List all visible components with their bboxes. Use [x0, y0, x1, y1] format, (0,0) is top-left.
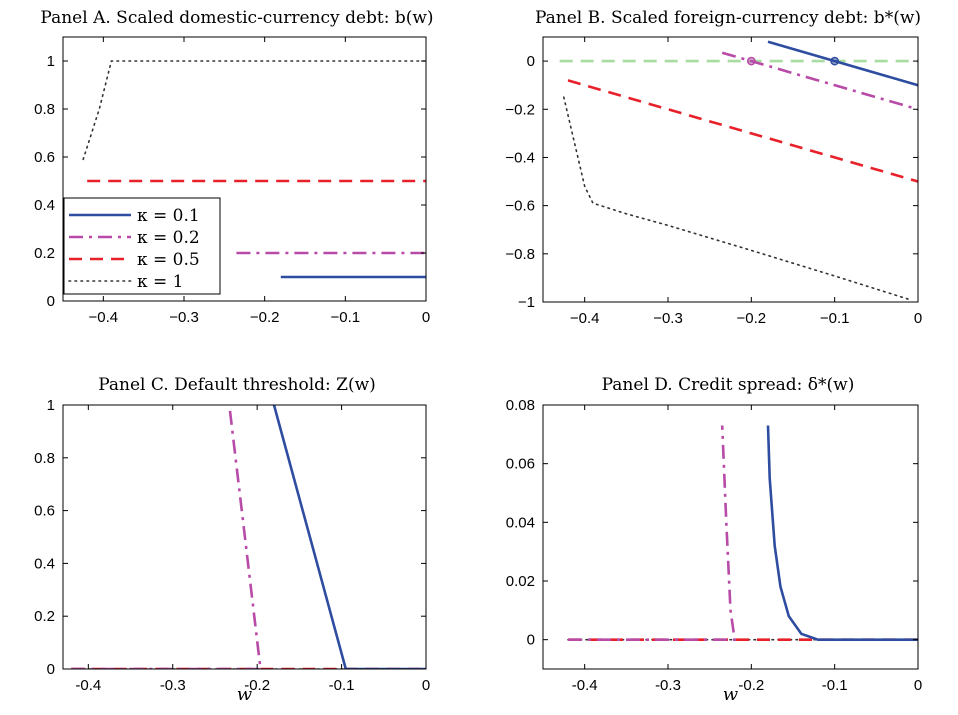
y-tick-label: 0 — [47, 293, 55, 310]
y-tick-label: 0.2 — [34, 245, 55, 262]
y-tick-label: −1 — [518, 294, 535, 311]
panel-title: Panel B. Scaled foreign-currency debt: b… — [535, 8, 921, 28]
x-tick-label: 0 — [422, 309, 430, 326]
legend-label: κ = 0.2 — [137, 228, 200, 248]
legend-label: κ = 1 — [137, 272, 184, 292]
plot-area — [559, 40, 918, 301]
x-tick-label: -0.1 — [822, 677, 848, 694]
y-tick-label: 0.4 — [34, 197, 55, 214]
x-tick-label: -0.3 — [160, 677, 186, 694]
legend-label: κ = 0.1 — [137, 206, 200, 226]
axes-frame — [62, 36, 427, 302]
x-tick-label: -0.2 — [738, 677, 764, 694]
x-tick-label: 0 — [914, 677, 922, 694]
axes-frame — [542, 36, 919, 303]
series-line-kappa-0-2 — [71, 405, 262, 669]
y-tick-label: 0.4 — [34, 555, 55, 572]
legend-label: κ = 0.5 — [137, 250, 200, 270]
series-line-kappa-1 — [562, 96, 911, 301]
y-tick-label: 0.6 — [34, 149, 55, 166]
y-tick-label: 0.06 — [506, 456, 535, 473]
y-tick-label: 0 — [527, 53, 535, 70]
y-tick-label: 0.2 — [34, 608, 55, 625]
y-tick-label: 0.8 — [34, 101, 55, 118]
x-tick-label: −0.1 — [820, 310, 850, 327]
y-tick-label: 0.6 — [34, 503, 55, 520]
x-tick-label: 0 — [914, 310, 922, 327]
axes-frame — [542, 404, 919, 670]
marker-kappa-0-2 — [746, 56, 756, 66]
x-axis-label: w — [237, 684, 253, 705]
plot-area — [567, 425, 918, 642]
panel-title: Panel C. Default threshold: Z(w) — [98, 375, 376, 395]
panel-3: Panel C. Default threshold: Z(w) -0.4 -0.3… — [34, 375, 430, 705]
series-line-kappa-1 — [82, 60, 426, 161]
series-line-kappa-0-1 — [272, 405, 426, 669]
axes-frame — [62, 404, 427, 670]
legend: κ = 0.1κ = 0.2κ = 0.5κ = 1 — [63, 197, 221, 295]
x-tick-label: 0 — [422, 677, 430, 694]
x-tick-label: −0.4 — [570, 310, 600, 327]
x-tick-label: −0.2 — [250, 309, 280, 326]
y-tick-label: −0.2 — [505, 101, 535, 118]
series-line-kappa-0-5 — [567, 79, 918, 183]
x-tick-label: −0.4 — [89, 309, 119, 326]
plot-area — [82, 60, 426, 279]
y-tick-label: −0.6 — [505, 198, 535, 215]
y-tick-label: −0.4 — [505, 149, 535, 166]
plot-area — [70, 405, 426, 669]
x-tick-label: -0.4 — [75, 677, 101, 694]
panel-title: Panel A. Scaled domestic-currency debt: … — [40, 8, 433, 28]
x-axis-label: w — [723, 684, 739, 705]
y-tick-label: −0.8 — [505, 246, 535, 263]
series-line-kappa-0-2 — [568, 425, 737, 642]
y-tick-label: 1 — [47, 53, 55, 70]
panel-4: Panel D. Credit spread: δ*(w) -0.4 -0.3 -0.… — [506, 375, 922, 705]
x-tick-label: -0.3 — [655, 677, 681, 694]
series-line-kappa-0-1 — [766, 425, 918, 642]
y-tick-label: 0.04 — [506, 514, 535, 531]
x-tick-label: −0.2 — [737, 310, 767, 327]
y-tick-label: 0 — [47, 661, 55, 678]
y-tick-label: 0.08 — [506, 397, 535, 414]
x-tick-label: −0.1 — [331, 309, 361, 326]
x-tick-label: -0.2 — [244, 677, 270, 694]
x-tick-label: −0.3 — [653, 310, 683, 327]
x-tick-label: -0.4 — [572, 677, 598, 694]
panel-2: Panel B. Scaled foreign-currency debt: b… — [505, 8, 922, 327]
series-line-kappa-0-1 — [767, 40, 918, 87]
y-tick-label: 0.8 — [34, 450, 55, 467]
marker-kappa-0-1 — [830, 56, 840, 66]
y-tick-label: 0.02 — [506, 573, 535, 590]
x-tick-label: −0.3 — [169, 309, 199, 326]
x-tick-label: -0.1 — [329, 677, 355, 694]
panel-title: Panel D. Credit spread: δ*(w) — [602, 375, 855, 395]
y-tick-label: 1 — [47, 397, 55, 414]
y-tick-label: 0 — [527, 632, 535, 649]
panel-1: Panel A. Scaled domestic-currency debt: … — [34, 8, 433, 326]
